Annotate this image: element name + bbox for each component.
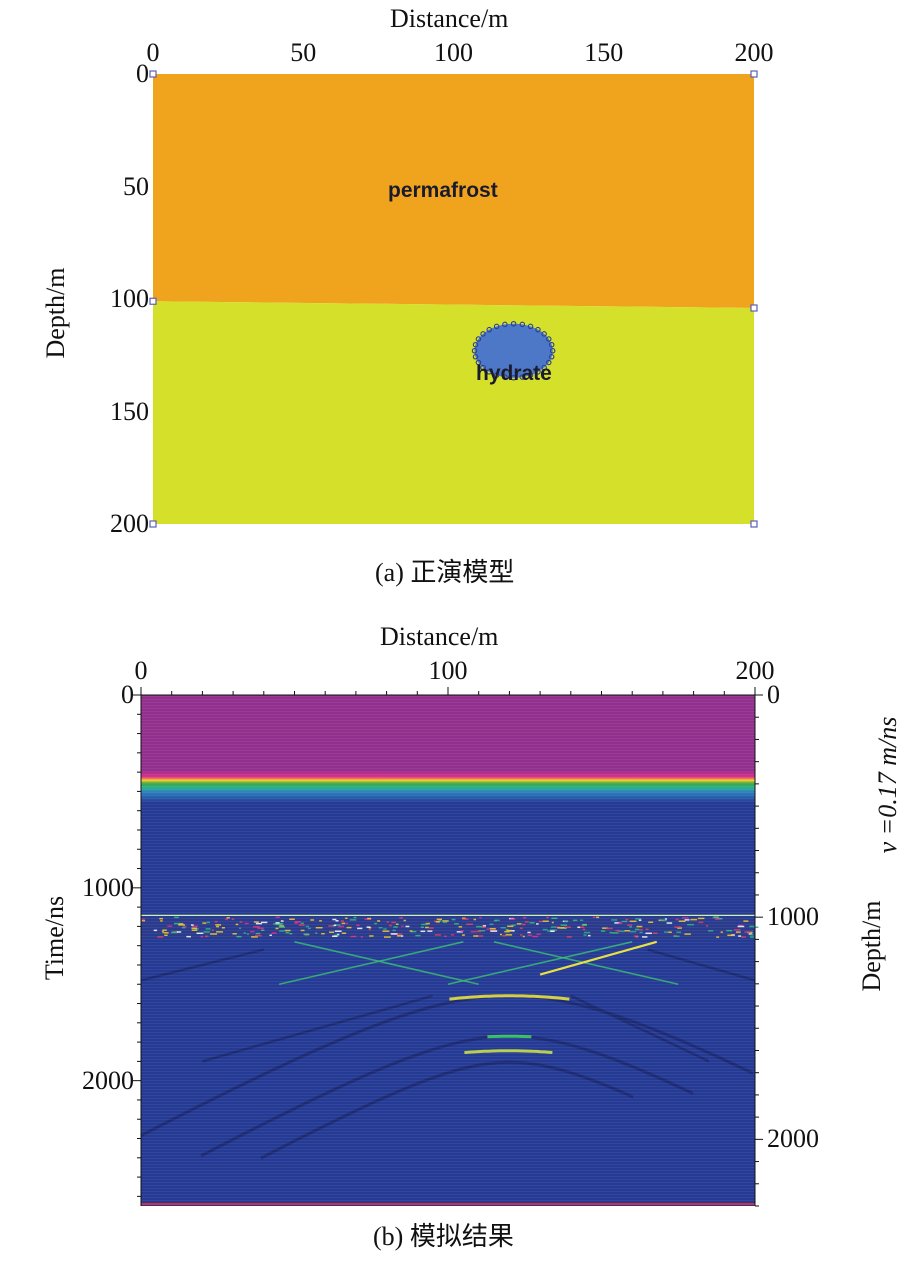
ylabel-right-b: Depth/m: [859, 891, 885, 1001]
vertex-marker: [150, 71, 156, 77]
x-tick-label: 150: [584, 40, 623, 66]
ylabel-b: Time/ns: [42, 883, 68, 993]
vertex-marker: [751, 305, 757, 311]
y-tick-label: 150: [110, 399, 149, 425]
xlabel-b: Distance/m: [380, 624, 498, 650]
xlabel-a: Distance/m: [390, 6, 508, 32]
caption-b: (b) 模拟结果: [373, 1224, 514, 1250]
x-tick-label: 50: [290, 40, 316, 66]
x-tick-label: 200: [735, 40, 774, 66]
y-tick-label: 0: [136, 61, 149, 87]
lower-layer: [153, 301, 754, 524]
right-y-tick-label: 2000: [767, 1126, 819, 1152]
x-tick-label: 100: [434, 40, 473, 66]
caption-a: (a) 正演模型: [375, 560, 514, 586]
y-tick-label: 100: [110, 286, 149, 312]
vertex-marker: [150, 298, 156, 304]
ylabel-a: Depth/m: [43, 253, 69, 373]
velocity-annotation: v =0.17 m/ns: [875, 705, 900, 865]
right-y-tick-label: 0: [767, 682, 780, 708]
y-tick-label: 2000: [82, 1068, 134, 1094]
permafrost-label: permafrost: [388, 180, 498, 201]
radargram-panel: [133, 687, 763, 1206]
model-panel: [150, 71, 757, 527]
trace-texture: [141, 695, 755, 1206]
x-tick-label: 100: [429, 658, 468, 684]
y-tick-label: 50: [123, 174, 149, 200]
x-tick-label: 0: [135, 658, 148, 684]
y-tick-label: 1000: [82, 875, 134, 901]
right-y-tick-label: 1000: [767, 904, 819, 930]
hydrate-label: hydrate: [476, 363, 552, 384]
y-tick-label: 200: [110, 511, 149, 537]
y-tick-label: 0: [121, 682, 134, 708]
vertex-marker: [751, 71, 757, 77]
vertex-marker: [150, 521, 156, 527]
vertex-marker: [751, 521, 757, 527]
